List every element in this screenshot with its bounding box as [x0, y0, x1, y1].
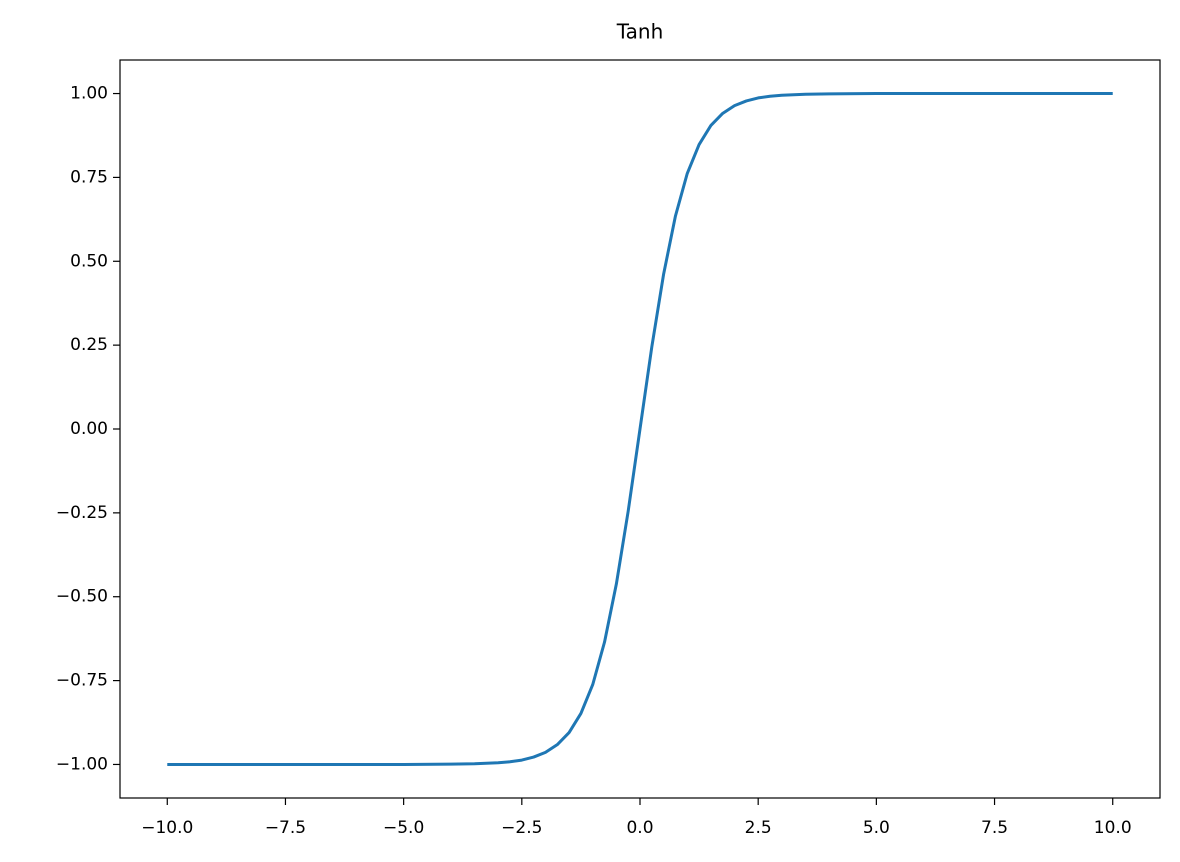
x-tick-label: 2.5	[745, 818, 772, 838]
x-tick-label: 7.5	[981, 818, 1008, 838]
y-tick-label: 0.00	[70, 419, 108, 439]
y-tick-label: −0.25	[56, 503, 108, 523]
chart-title: Tanh	[616, 20, 664, 44]
y-tick-label: 0.75	[70, 167, 108, 187]
y-tick-label: 0.25	[70, 335, 108, 355]
y-tick-label: −0.50	[56, 587, 108, 607]
x-tick-label: −2.5	[501, 818, 542, 838]
x-tick-label: 5.0	[863, 818, 890, 838]
x-tick-label: −7.5	[265, 818, 306, 838]
y-tick-label: 1.00	[70, 84, 108, 104]
x-tick-label: −10.0	[141, 818, 193, 838]
y-tick-label: −1.00	[56, 754, 108, 774]
y-tick-label: −0.75	[56, 671, 108, 691]
x-tick-label: −5.0	[383, 818, 424, 838]
x-tick-label: 10.0	[1094, 818, 1132, 838]
plot-frame	[119, 59, 1161, 799]
y-tick-label: 0.50	[70, 251, 108, 271]
x-tick-label: 0.0	[626, 818, 653, 838]
line	[167, 92, 1113, 766]
